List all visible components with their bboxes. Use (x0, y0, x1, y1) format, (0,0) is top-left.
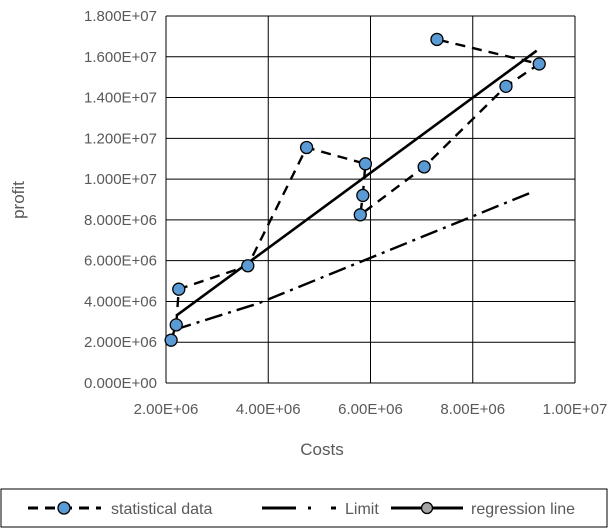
y-tick-label-1: 2.000E+06 (84, 334, 157, 351)
x-tick-label-3: 8.00E+06 (440, 401, 505, 418)
data-point-3 (241, 259, 255, 273)
legend-marker-regression-line (420, 501, 434, 515)
y-axis-title: profit (9, 181, 28, 219)
data-point-6 (356, 188, 370, 203)
legend-label-limit: Limit (345, 501, 379, 518)
grid (165, 15, 576, 384)
data-point-5 (358, 157, 373, 171)
x-tick-label-1: 4.00E+06 (236, 401, 301, 418)
y-tick-label-2: 4.000E+06 (84, 293, 157, 310)
data-point-0 (164, 333, 178, 347)
x-tick-label-4: 1.00E+07 (543, 401, 608, 418)
y-tick-label-0: 0.000E+00 (84, 375, 157, 392)
data-point-7 (353, 208, 367, 222)
legend-box (0, 488, 608, 528)
x-tick-label-0: 2.00E+06 (134, 401, 199, 418)
y-tick-label-3: 6.000E+06 (84, 253, 157, 270)
data-point-2 (172, 282, 186, 296)
data-point-1 (169, 318, 183, 332)
series-line-statistical-data (169, 38, 543, 341)
legend: statistical data Limit regression line (0, 488, 608, 528)
data-point-4 (299, 140, 314, 155)
x-axis-title: Costs (300, 440, 343, 459)
y-tick-label-4: 8.000E+06 (84, 212, 157, 229)
y-tick-label-5: 1.000E+07 (84, 171, 157, 188)
legend-marker-statistical-data (57, 501, 71, 515)
y-tick-label-8: 1.600E+07 (84, 49, 157, 66)
x-tick-label-2: 6.00E+06 (338, 401, 403, 418)
y-tick-label-9: 1.800E+07 (84, 8, 157, 25)
series-line-regression-line (175, 49, 538, 317)
legend-label-regression-line: regression line (471, 501, 575, 518)
tick-labels: 0.000E+00 2.000E+06 4.000E+06 6.000E+06 8.00… (84, 8, 607, 418)
data-point-11 (430, 32, 444, 47)
data-point-9 (499, 79, 513, 93)
y-tick-label-6: 1.200E+07 (84, 130, 157, 147)
legend-label-statistical-data: statistical data (111, 501, 212, 518)
y-tick-label-7: 1.400E+07 (84, 90, 157, 107)
series-layer (164, 32, 546, 347)
data-point-10 (532, 57, 546, 71)
data-point-8 (417, 160, 431, 174)
